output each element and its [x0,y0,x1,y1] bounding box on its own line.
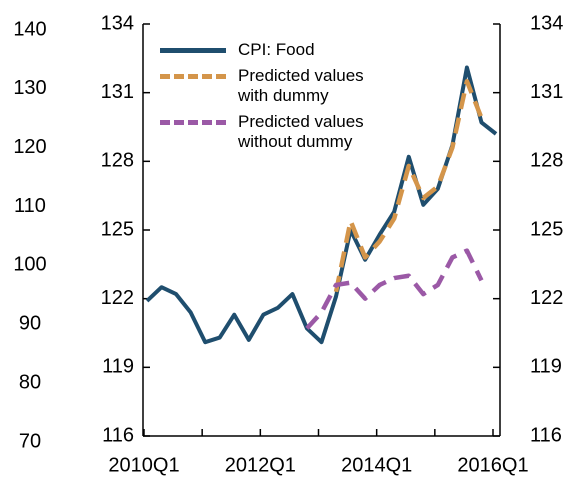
y2-tick-label: 119 [530,356,562,378]
y2-tick-label: 116 [530,424,562,446]
y-tick-label: 134 [101,12,134,34]
y-tick-label: 122 [101,287,134,309]
legend-swatch [160,74,226,79]
series-line [333,78,484,293]
y-tick-label: 128 [101,150,134,172]
y-tick-label: 125 [101,218,134,240]
y-tick-label: 131 [101,81,134,103]
y2-tick-label: 125 [530,218,563,240]
series-line [145,65,498,345]
legend-entry: Predicted values without dummy [160,112,364,152]
legend-swatch [160,48,226,53]
y3-tick-label: 90 [19,313,41,335]
y3-tick-label: 100 [13,254,46,276]
y3-tick-label: 80 [19,371,41,393]
y2-tick-label: 134 [530,12,563,34]
legend-swatch [160,120,226,125]
x-tick-label: 2016Q1 [457,454,528,476]
legend-label: Predicted values with dummy [238,66,364,105]
x-tick-label: 2010Q1 [108,454,179,476]
legend-label: CPI: Food [238,40,315,59]
x-tick-label: 2014Q1 [341,454,412,476]
legend-entry: CPI: Food [160,40,364,60]
y2-tick-label: 131 [530,81,563,103]
y3-tick-label: 120 [13,136,46,158]
y3-tick-label: 110 [14,195,46,217]
y2-tick-label: 122 [530,287,563,309]
legend-entry: Predicted values with dummy [160,66,364,106]
y2-tick-label: 128 [530,150,563,172]
y-tick-label: 119 [102,356,134,378]
x-tick-label: 2012Q1 [225,454,296,476]
y3-tick-label: 130 [13,77,46,99]
y-tick-label: 116 [102,424,134,446]
y3-tick-label: 70 [19,430,41,452]
series-line [305,248,484,330]
y3-tick-label: 140 [13,18,46,40]
legend: CPI: Food Predicted values with dummy Pred… [160,40,364,158]
legend-label: Predicted values without dummy [238,112,364,151]
